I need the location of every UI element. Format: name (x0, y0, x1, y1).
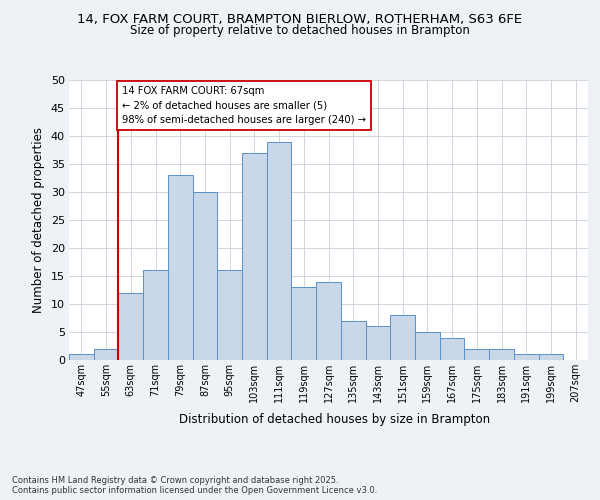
Text: Distribution of detached houses by size in Brampton: Distribution of detached houses by size … (179, 412, 490, 426)
Bar (217, 270, 242, 360)
Text: 14, FOX FARM COURT, BRAMPTON BIERLOW, ROTHERHAM, S63 6FE: 14, FOX FARM COURT, BRAMPTON BIERLOW, RO… (77, 12, 523, 26)
Text: 14 FOX FARM COURT: 67sqm
← 2% of detached houses are smaller (5)
98% of semi-det: 14 FOX FARM COURT: 67sqm ← 2% of detache… (122, 86, 366, 125)
Text: Contains HM Land Registry data © Crown copyright and database right 2025.
Contai: Contains HM Land Registry data © Crown c… (12, 476, 377, 495)
Y-axis label: Number of detached properties: Number of detached properties (32, 127, 45, 313)
Bar (168, 175, 193, 360)
Bar (267, 142, 292, 360)
Bar (365, 326, 390, 360)
Bar (242, 153, 267, 360)
Bar (69, 354, 94, 360)
Bar (539, 354, 563, 360)
Text: Size of property relative to detached houses in Brampton: Size of property relative to detached ho… (130, 24, 470, 37)
Bar (341, 321, 365, 360)
Bar (464, 349, 489, 360)
Bar (118, 293, 143, 360)
Bar (415, 332, 440, 360)
Bar (193, 192, 217, 360)
Bar (390, 315, 415, 360)
Bar (94, 349, 118, 360)
Bar (316, 282, 341, 360)
Bar (143, 270, 168, 360)
Bar (292, 287, 316, 360)
Bar (489, 349, 514, 360)
Bar (440, 338, 464, 360)
Bar (514, 354, 539, 360)
